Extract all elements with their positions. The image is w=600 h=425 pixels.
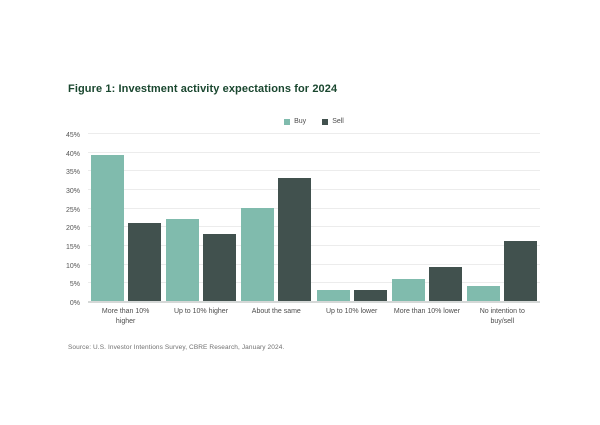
bar-group	[239, 135, 314, 301]
legend-item-buy: Buy	[284, 118, 306, 125]
x-axis-labels: More than 10% higher Up to 10% higher Abou…	[88, 303, 540, 327]
bar-group	[88, 135, 163, 301]
bar-buy	[391, 278, 425, 301]
x-tick-label: No intention to buy/sell	[479, 308, 525, 326]
y-axis: 0% 5% 10% 15% 20% 25% 30% 35% 40% 45%	[60, 132, 88, 307]
legend-label: Sell	[332, 118, 344, 125]
bar-group	[163, 135, 238, 301]
bar-buy	[316, 289, 350, 301]
plot-area	[88, 133, 540, 303]
gridline	[88, 151, 540, 153]
gridline	[88, 282, 540, 284]
figure-title: Figure 1: Investment activity expectatio…	[68, 83, 338, 95]
legend-swatch-sell-icon	[322, 118, 329, 125]
bar-buy	[241, 207, 275, 301]
bar-group	[314, 135, 389, 301]
x-tick-label: Up to 10% higher	[173, 308, 229, 315]
bar-group	[389, 135, 464, 301]
bar-buy	[90, 155, 124, 301]
gridline	[88, 189, 540, 190]
x-tick-label: About the same	[251, 308, 301, 315]
y-tick-label: 10%	[65, 262, 80, 270]
bar-buy	[165, 218, 199, 301]
y-tick-label: 35%	[65, 169, 80, 177]
gridline	[88, 245, 540, 246]
y-tick-label: 30%	[65, 188, 80, 195]
bar-sell	[278, 177, 312, 301]
x-tick-label: More than 10% lower	[393, 308, 461, 315]
y-tick-label: 0%	[69, 300, 80, 307]
plot-row: 0% 5% 10% 15% 20% 25% 30% 35% 40% 45%	[60, 132, 540, 307]
chart-legend: Buy Sell	[88, 115, 540, 128]
legend-swatch-buy-icon	[284, 118, 291, 125]
bar-chart: Buy Sell 0% 5% 10% 15% 20% 25% 30% 35% 40% 45% Mor…	[60, 115, 540, 327]
gridline	[88, 226, 540, 228]
y-tick-label: 40%	[65, 150, 80, 158]
y-tick-label: 25%	[65, 206, 80, 214]
bar-group	[465, 135, 540, 301]
y-tick-label: 15%	[65, 244, 80, 251]
bar-buy	[467, 286, 501, 301]
bar-sell	[504, 241, 538, 301]
bar-sell	[428, 267, 462, 301]
legend-label: Buy	[294, 118, 307, 125]
x-tick-label: Up to 10% lower	[325, 308, 378, 315]
source-note: Source: U.S. Investor Intentions Survey,…	[68, 344, 285, 351]
gridline	[88, 207, 540, 209]
x-tick-label: More than 10% higher	[101, 308, 150, 326]
gridline	[88, 170, 540, 172]
y-tick-label: 45%	[65, 132, 80, 139]
gridline	[88, 263, 540, 265]
gridline	[88, 133, 540, 134]
y-tick-label: 5%	[69, 281, 80, 289]
bar-sell	[353, 289, 387, 301]
bar-sell	[127, 222, 161, 301]
y-tick-label: 20%	[65, 225, 80, 233]
bar-sell	[202, 233, 236, 301]
legend-item-sell: Sell	[322, 118, 344, 125]
